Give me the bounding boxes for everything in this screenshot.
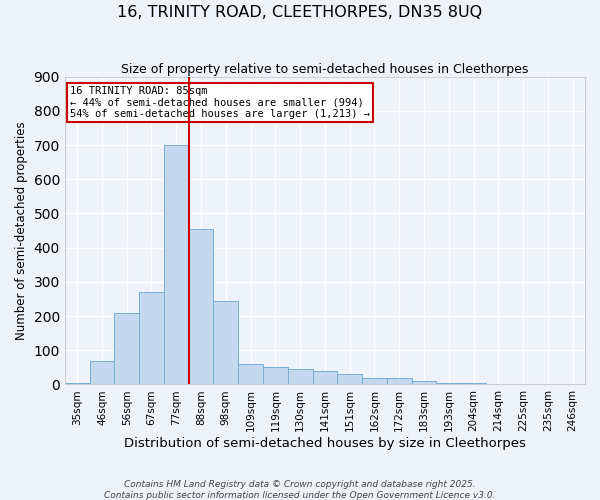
Y-axis label: Number of semi-detached properties: Number of semi-detached properties <box>15 121 28 340</box>
Bar <box>164 145 188 384</box>
Bar <box>387 378 412 384</box>
Bar <box>362 378 387 384</box>
Bar <box>238 364 263 384</box>
Text: 16, TRINITY ROAD, CLEETHORPES, DN35 8UQ: 16, TRINITY ROAD, CLEETHORPES, DN35 8UQ <box>118 5 482 20</box>
Bar <box>65 382 89 384</box>
Bar <box>214 300 238 384</box>
Bar <box>436 382 461 384</box>
Title: Size of property relative to semi-detached houses in Cleethorpes: Size of property relative to semi-detach… <box>121 62 529 76</box>
Bar <box>263 368 288 384</box>
Bar <box>313 371 337 384</box>
Bar <box>412 381 436 384</box>
Bar <box>115 312 139 384</box>
Text: 16 TRINITY ROAD: 85sqm
← 44% of semi-detached houses are smaller (994)
54% of se: 16 TRINITY ROAD: 85sqm ← 44% of semi-det… <box>70 86 370 119</box>
Text: Contains HM Land Registry data © Crown copyright and database right 2025.
Contai: Contains HM Land Registry data © Crown c… <box>104 480 496 500</box>
Bar <box>288 369 313 384</box>
Bar <box>337 374 362 384</box>
Bar <box>89 360 115 384</box>
X-axis label: Distribution of semi-detached houses by size in Cleethorpes: Distribution of semi-detached houses by … <box>124 437 526 450</box>
Bar <box>139 292 164 384</box>
Bar <box>461 382 486 384</box>
Bar <box>188 229 214 384</box>
